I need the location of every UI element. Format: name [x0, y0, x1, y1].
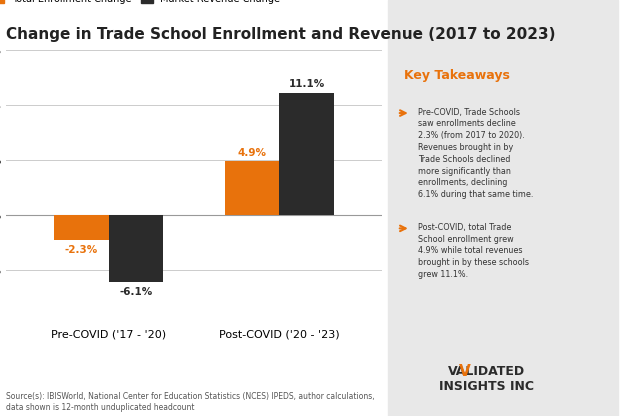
- Text: Pre-COVID, Trade Schools
saw enrollments decline
2.3% (from 2017 to 2020).
Reven: Pre-COVID, Trade Schools saw enrollments…: [417, 108, 533, 199]
- Text: Key Takeaways: Key Takeaways: [404, 69, 510, 82]
- Bar: [225, 161, 280, 215]
- Bar: [54, 215, 109, 240]
- Text: V: V: [459, 364, 470, 379]
- Text: VALIDATED
INSIGHTS INC: VALIDATED INSIGHTS INC: [439, 365, 534, 393]
- Bar: [109, 215, 163, 282]
- Text: 4.9%: 4.9%: [238, 148, 266, 158]
- Text: -6.1%: -6.1%: [119, 287, 152, 297]
- Legend: Total Enrollment Change, Market Revenue Change: Total Enrollment Change, Market Revenue …: [0, 0, 280, 5]
- Text: Source(s): IBISWorld, National Center for Education Statistics (NCES) IPEDS, aut: Source(s): IBISWorld, National Center fo…: [6, 392, 375, 412]
- Text: Change in Trade School Enrollment and Revenue (2017 to 2023): Change in Trade School Enrollment and Re…: [6, 27, 556, 42]
- Text: 11.1%: 11.1%: [288, 79, 324, 89]
- Bar: [280, 93, 334, 215]
- Text: Post-COVID, total Trade
School enrollment grew
4.9% while total revenues
brought: Post-COVID, total Trade School enrollmen…: [417, 223, 529, 279]
- Text: -2.3%: -2.3%: [65, 245, 98, 255]
